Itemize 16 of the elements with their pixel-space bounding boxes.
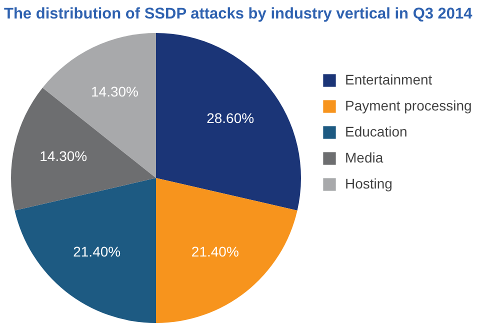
data-label: 21.40% [73, 243, 121, 260]
pie-slice [11, 88, 156, 211]
data-label: 28.60% [206, 110, 254, 126]
data-label: 21.40% [191, 243, 239, 260]
data-label: 14.30% [40, 148, 88, 164]
pie-slice [14, 178, 156, 323]
legend-label: Entertainment [345, 72, 432, 88]
legend-label: Education [345, 124, 408, 140]
chart-title: The distribution of SSDP attacks by industry vertical in Q3 2014 [4, 6, 473, 22]
pie-slice [156, 178, 298, 323]
pie-slice [42, 33, 156, 178]
data-label: 14.30% [91, 83, 138, 100]
pie-slice [156, 33, 301, 211]
legend-label: Media [345, 150, 384, 166]
legend-label: Hosting [345, 176, 392, 192]
legend-label: Payment processing [345, 98, 472, 114]
